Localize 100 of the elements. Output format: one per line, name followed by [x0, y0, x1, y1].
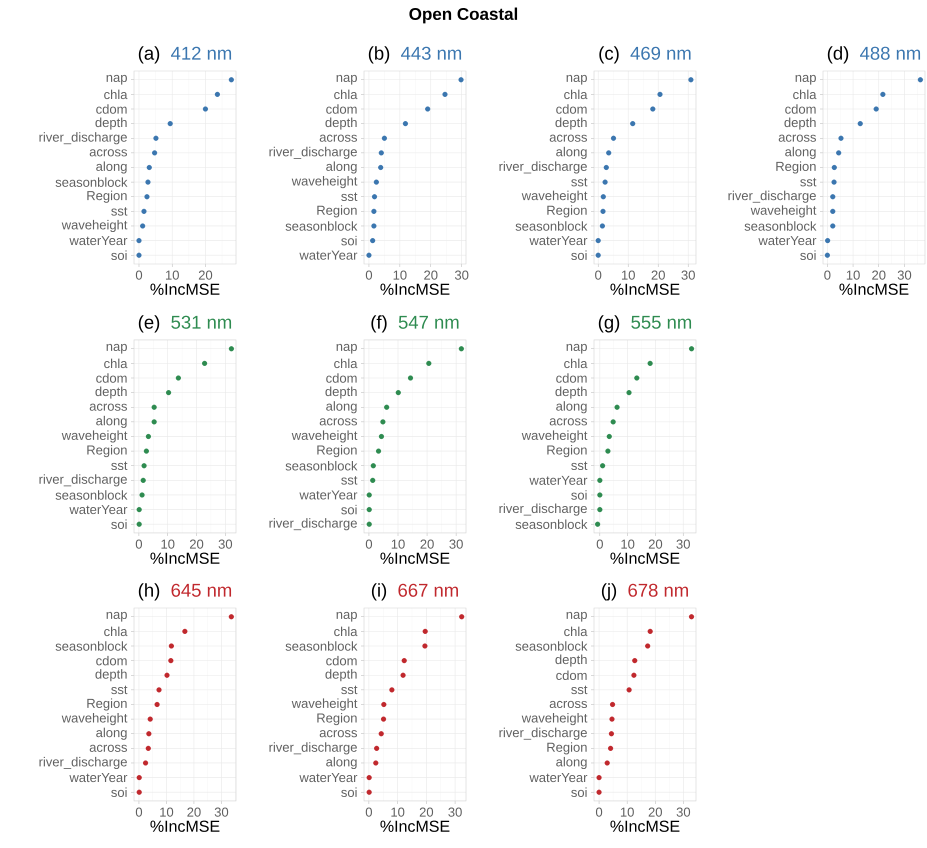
- x-tick-label: 30: [218, 540, 232, 549]
- y-tick-label: river_discharge: [728, 190, 816, 203]
- y-tick-label: seasonblock: [56, 490, 128, 500]
- point: [858, 121, 863, 126]
- y-tick-label: soi: [800, 250, 816, 260]
- point: [378, 731, 384, 736]
- chart-title: (c): [599, 46, 619, 64]
- y-tick-label: sst: [111, 686, 128, 694]
- x-tick-label: 10: [620, 808, 634, 817]
- point: [214, 92, 220, 97]
- point: [402, 121, 408, 126]
- point: [874, 106, 879, 112]
- point: [164, 672, 170, 678]
- x-tick-label: 0: [366, 808, 372, 817]
- point: [380, 716, 386, 722]
- point: [626, 390, 632, 396]
- x-tick-label: 30: [449, 540, 463, 549]
- point: [371, 223, 376, 229]
- point: [168, 121, 173, 126]
- point: [154, 702, 160, 708]
- point: [831, 180, 837, 185]
- y-tick-label: cdom: [556, 104, 587, 114]
- point: [626, 687, 632, 692]
- y-tick-label: nap: [796, 74, 816, 85]
- y-tick-label: river_discharge: [39, 756, 127, 770]
- point: [597, 506, 602, 512]
- y-tick-label: sst: [341, 476, 358, 485]
- y-tick-label: sst: [571, 178, 588, 186]
- point: [830, 223, 836, 229]
- y-tick-label: chla: [793, 90, 816, 100]
- y-tick-label: soi: [111, 787, 127, 797]
- x-axis-title: %IncMSE: [380, 552, 450, 564]
- y-tick-label: cdom: [96, 104, 127, 114]
- y-tick-label: seasonblock: [286, 460, 358, 470]
- y-tick-label: across: [320, 730, 358, 738]
- y-tick-label: chla: [104, 358, 128, 368]
- y-tick-label: cdom: [96, 656, 127, 666]
- x-tick-label: 0: [366, 540, 372, 549]
- point: [657, 92, 663, 97]
- y-tick-label: waterYear: [69, 236, 128, 246]
- point: [376, 448, 382, 454]
- point: [381, 702, 386, 708]
- x-tick-label: 10: [622, 270, 635, 280]
- y-tick-label: river_discharge: [269, 146, 357, 159]
- y-tick-label: cdom: [785, 104, 816, 114]
- x-tick-label: 20: [190, 540, 204, 549]
- y-tick-label: nap: [336, 612, 357, 622]
- y-tick-label: Region: [776, 161, 816, 174]
- y-tick-label: Region: [317, 205, 357, 218]
- point: [136, 774, 142, 780]
- point: [141, 208, 147, 214]
- y-tick-label: soi: [341, 236, 357, 246]
- y-tick-label: Region: [317, 445, 357, 458]
- y-tick-label: seasonblock: [286, 641, 358, 651]
- point: [139, 492, 145, 498]
- y-tick-label: Region: [87, 698, 127, 711]
- y-tick-label: depth: [95, 669, 127, 682]
- chart-subtitle: 412 nm: [171, 46, 232, 60]
- y-tick-label: nap: [106, 612, 127, 622]
- y-tick-label: cdom: [556, 373, 587, 383]
- y-tick-label: waterYear: [69, 505, 128, 514]
- y-tick-label: nap: [106, 344, 127, 354]
- point: [606, 150, 612, 156]
- y-tick-label: depth: [784, 118, 816, 130]
- x-tick-label: 30: [454, 270, 468, 280]
- y-tick-label: sst: [341, 686, 358, 694]
- text: Open Coastal: [409, 8, 518, 24]
- chart-subtitle: 667 nm: [398, 584, 458, 597]
- y-tick-label: cdom: [326, 656, 357, 666]
- y-tick-label: chla: [334, 358, 358, 368]
- point: [608, 731, 614, 736]
- point: [836, 150, 842, 156]
- chart-subtitle: 555 nm: [631, 316, 692, 329]
- y-tick-label: waterYear: [758, 236, 816, 246]
- y-tick-label: seasonblock: [516, 641, 588, 651]
- y-tick-label: along: [96, 416, 127, 428]
- point: [136, 252, 142, 258]
- y-tick-label: waveheight: [522, 190, 588, 203]
- y-tick-label: depth: [325, 118, 357, 130]
- chart-subtitle: 678 nm: [628, 584, 688, 597]
- x-tick-label: 30: [676, 540, 690, 549]
- x-tick-label: 20: [187, 808, 201, 817]
- y-tick-label: waterYear: [299, 490, 358, 500]
- point: [825, 238, 830, 244]
- x-axis-title: %IncMSE: [150, 284, 220, 295]
- point: [144, 194, 150, 200]
- x-tick-label: 10: [394, 270, 407, 280]
- y-tick-label: waveheight: [292, 176, 358, 188]
- point: [880, 92, 886, 97]
- point: [634, 375, 640, 381]
- x-axis-title: %IncMSE: [610, 284, 680, 295]
- y-tick-label: chla: [564, 90, 588, 100]
- y-tick-label: depth: [325, 669, 357, 682]
- y-tick-label: waveheight: [62, 430, 128, 443]
- y-tick-label: sst: [571, 461, 588, 470]
- y-tick-label: chla: [564, 358, 588, 368]
- point: [648, 628, 653, 634]
- chart-title: (h): [138, 583, 160, 600]
- point: [596, 790, 602, 795]
- x-tick-label: 0: [596, 540, 603, 549]
